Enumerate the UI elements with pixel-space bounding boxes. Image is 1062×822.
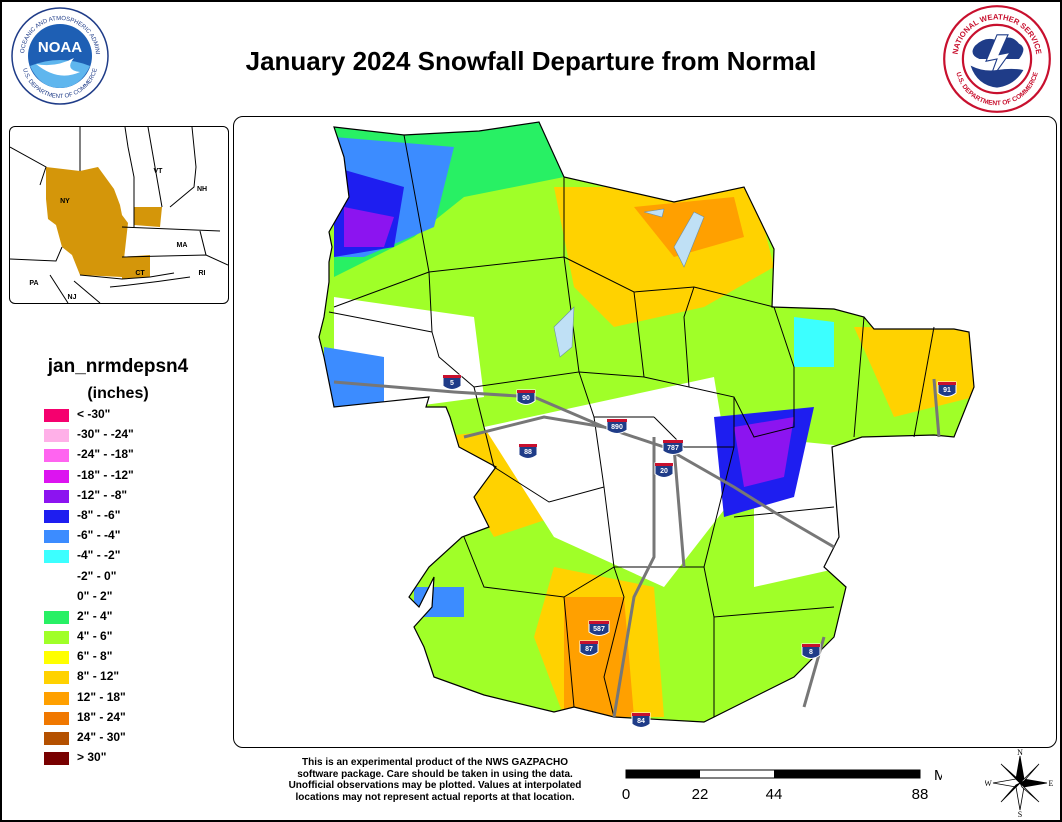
scale-tick: 88: [912, 786, 929, 803]
inset-label-nh: NH: [197, 186, 207, 193]
inset-label-pa: PA: [29, 280, 38, 287]
inset-label-ny: NY: [60, 198, 70, 205]
legend-swatch: [44, 550, 69, 564]
legend-label: 4" - 6": [77, 629, 113, 644]
legend-label: 12" - 18": [77, 689, 126, 704]
legend-swatch: [44, 671, 69, 685]
lakes: [553, 208, 705, 358]
legend-label: -8" - -6": [77, 507, 121, 522]
scale-tick: 22: [692, 786, 709, 803]
inset-label-ct: CT: [135, 270, 145, 277]
inset-highlight-ny: [46, 167, 128, 277]
inset-highlight-vt: [134, 207, 162, 227]
nws-logo: NATIONAL WEATHER SERVICE U.S. DEPARTMENT…: [943, 5, 1051, 113]
legend-label: 18" - 24": [77, 709, 126, 724]
inset-label-ri: RI: [199, 270, 206, 277]
snowfall-field: [319, 122, 974, 722]
legend-swatch: [44, 509, 69, 523]
legend-swatch: [44, 530, 69, 544]
compass-w: W: [985, 779, 992, 788]
legend-label: 24" - 30": [77, 730, 126, 744]
disclaimer-line: locations may not represent actual repor…: [295, 791, 575, 803]
highway-shield-label: 88: [524, 449, 532, 456]
compass-n: N: [1017, 748, 1023, 757]
highway-shield-label: 91: [943, 387, 951, 394]
disclaimer-line: Unofficial observations may be plotted. …: [288, 780, 582, 792]
highway-shield-label: 20: [660, 468, 668, 475]
legend-label: -2" - 0": [77, 568, 117, 583]
noaa-logo-text: NOAA: [38, 39, 82, 56]
compass-rose: N S W E: [985, 748, 1054, 818]
legend-swatch: [44, 489, 69, 503]
legend-label: 6" - 8": [77, 649, 113, 664]
highway-shield-label: 87: [585, 646, 593, 653]
legend-swatch: [44, 691, 69, 705]
highway-shield-label: 8: [809, 649, 813, 656]
legend-label: 2" - 4": [77, 608, 113, 623]
legend-label: -18" - -12": [77, 467, 134, 482]
scale-unit: Miles: [934, 767, 942, 784]
disclaimer-line: This is an experimental product of the N…: [302, 757, 568, 768]
highway-network: [333, 378, 941, 718]
scale-tick: 44: [766, 786, 783, 803]
legend-label: 0" - 2": [77, 588, 113, 603]
legend-swatch: [44, 610, 69, 624]
inset-highlight-ct: [122, 255, 150, 279]
map-title: January 2024 Snowfall Departure from Nor…: [245, 46, 817, 76]
highway-shield-label: 787: [667, 445, 679, 452]
compass-s: S: [1018, 810, 1022, 818]
highway-shield-label: 5: [450, 380, 454, 387]
legend-swatch: [44, 651, 69, 665]
county-boundaries: [318, 121, 975, 723]
legend-title: jan_nrmdepsn4: [47, 356, 189, 377]
legend-label: -30" - -24": [77, 427, 134, 442]
disclaimer: This is an experimental product of the N…: [270, 757, 600, 803]
inset-locator-map: NY VT NH MA CT RI PA NJ: [9, 126, 229, 304]
inset-label-vt: VT: [154, 168, 164, 175]
disclaimer-line: software package. Care should be taken i…: [297, 768, 573, 780]
compass-e: E: [1049, 779, 1054, 788]
legend-swatch: [44, 449, 69, 463]
legend-label: 8" - 12": [77, 669, 120, 684]
legend-swatch: [44, 469, 69, 483]
scale-bar: Miles 0 22 44 88: [622, 767, 942, 803]
legend-label: > 30": [77, 750, 107, 765]
scale-tick: 0: [622, 786, 630, 803]
legend-swatch: [44, 590, 69, 604]
inset-label-nj: NJ: [68, 294, 77, 301]
highway-shield-label: 90: [522, 395, 530, 402]
legend-swatch: [44, 409, 69, 422]
legend-unit: (inches): [87, 385, 149, 402]
legend-swatch: [44, 732, 69, 745]
legend-label: -24" - -18": [77, 447, 134, 462]
legend-swatch: [44, 752, 69, 766]
legend-swatch: [44, 711, 69, 725]
legend-swatch: [44, 429, 69, 443]
legend-label: -4" - -2": [77, 548, 121, 563]
legend-label: -6" - -4": [77, 528, 121, 543]
inset-label-ma: MA: [177, 242, 188, 249]
highway-shield-label: 587: [593, 626, 605, 633]
legend-swatch: [44, 570, 69, 584]
legend-label: -12" - -8": [77, 487, 128, 502]
highway-shields: 5 90 88 890 787 20 91 587 87 84 8: [442, 374, 957, 728]
noaa-logo: NOAA NATIONAL OCEANIC AND ATMOSPHERIC AD…: [10, 6, 109, 105]
highway-shield-label: 890: [611, 424, 623, 431]
highway-shield-label: 84: [637, 718, 645, 725]
main-map-panel: 5 90 88 890 787 20 91 587 87 84 8: [233, 116, 1057, 748]
legend-swatch: [44, 631, 69, 645]
legend-label: < -30": [77, 407, 111, 421]
